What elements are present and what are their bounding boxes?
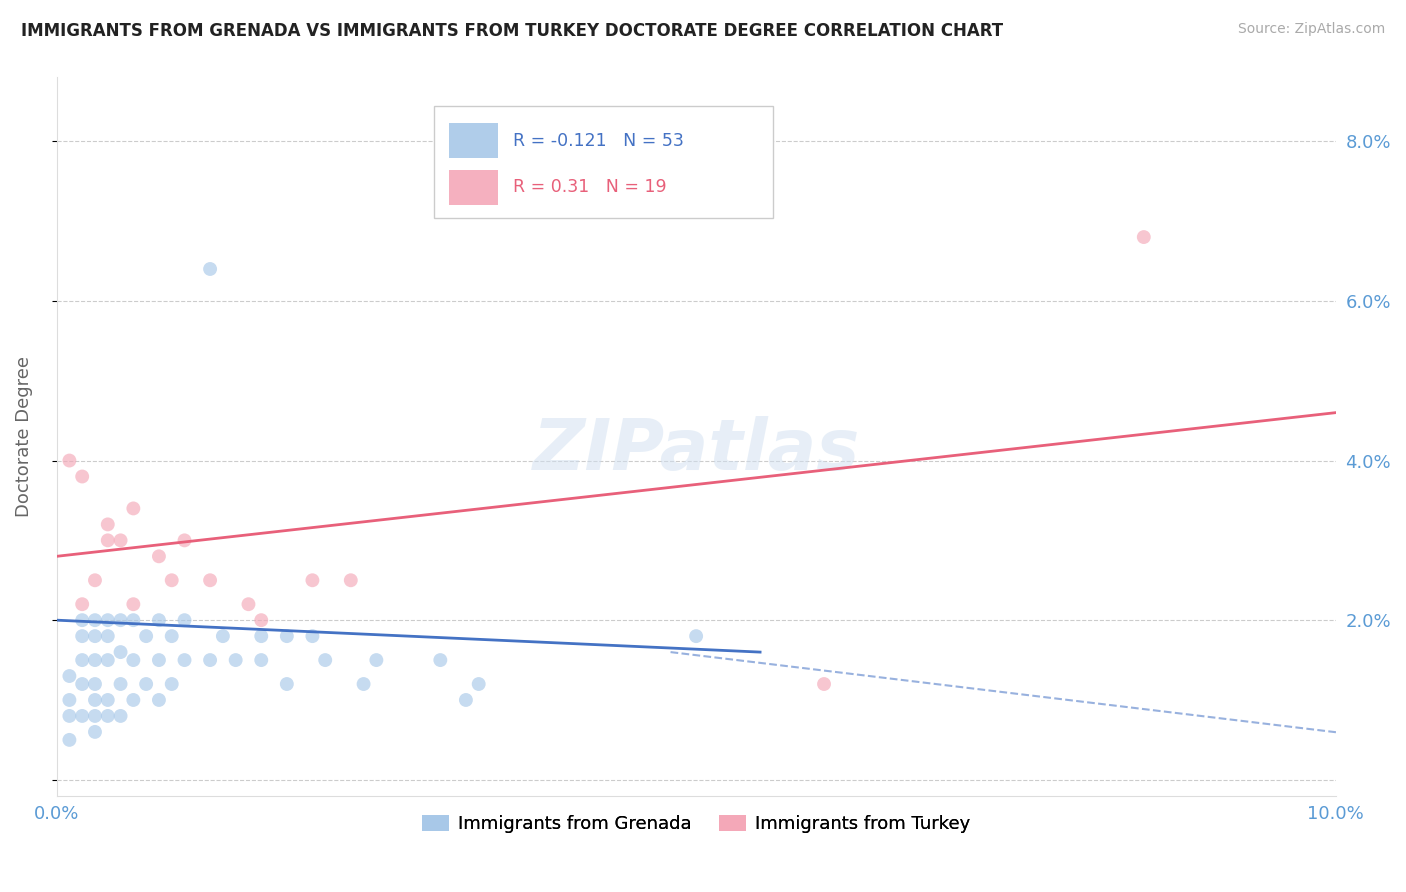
Point	[110, 613, 132, 627]
Point	[70, 597, 93, 611]
Point	[70, 653, 93, 667]
Point	[84, 613, 107, 627]
Point	[110, 677, 132, 691]
Point	[122, 613, 145, 627]
Point	[148, 549, 170, 564]
Point	[148, 693, 170, 707]
Point	[198, 653, 221, 667]
Point	[250, 629, 273, 643]
Point	[160, 629, 183, 643]
Point	[314, 653, 336, 667]
Point	[122, 597, 145, 611]
Point	[225, 653, 247, 667]
Text: ZIPatlas: ZIPatlas	[533, 417, 860, 485]
Text: IMMIGRANTS FROM GRENADA VS IMMIGRANTS FROM TURKEY DOCTORATE DEGREE CORRELATION C: IMMIGRANTS FROM GRENADA VS IMMIGRANTS FR…	[21, 22, 1004, 40]
Point	[160, 574, 183, 588]
Point	[84, 653, 107, 667]
Point	[250, 653, 273, 667]
Point	[122, 693, 145, 707]
Point	[467, 677, 489, 691]
Point	[97, 653, 120, 667]
Point	[276, 629, 298, 643]
Point	[685, 629, 707, 643]
Point	[70, 469, 93, 483]
Point	[339, 574, 361, 588]
Point	[366, 653, 388, 667]
Bar	[450, 170, 498, 204]
Text: R = 0.31   N = 19: R = 0.31 N = 19	[513, 178, 666, 196]
Point	[173, 533, 195, 548]
Point	[84, 709, 107, 723]
Point	[813, 677, 835, 691]
Point	[97, 517, 120, 532]
Text: Source: ZipAtlas.com: Source: ZipAtlas.com	[1237, 22, 1385, 37]
Point	[122, 501, 145, 516]
Point	[148, 613, 170, 627]
Point	[97, 629, 120, 643]
Point	[84, 629, 107, 643]
Point	[97, 613, 120, 627]
Point	[84, 693, 107, 707]
Point	[122, 653, 145, 667]
Point	[353, 677, 375, 691]
Point	[58, 732, 80, 747]
Y-axis label: Doctorate Degree: Doctorate Degree	[15, 356, 32, 517]
Point	[276, 677, 298, 691]
Point	[135, 629, 157, 643]
Point	[110, 533, 132, 548]
Text: R = -0.121   N = 53: R = -0.121 N = 53	[513, 132, 685, 150]
Point	[135, 677, 157, 691]
Point	[58, 453, 80, 467]
Point	[84, 725, 107, 739]
Point	[58, 693, 80, 707]
Point	[250, 613, 273, 627]
Point	[1133, 230, 1156, 244]
Point	[58, 709, 80, 723]
Point	[301, 574, 323, 588]
FancyBboxPatch shape	[434, 106, 773, 218]
Point	[84, 677, 107, 691]
Point	[110, 709, 132, 723]
Point	[70, 629, 93, 643]
Point	[97, 709, 120, 723]
Point	[173, 613, 195, 627]
Point	[454, 693, 477, 707]
Point	[301, 629, 323, 643]
Point	[148, 653, 170, 667]
Point	[198, 574, 221, 588]
Point	[173, 653, 195, 667]
Point	[70, 709, 93, 723]
Point	[58, 669, 80, 683]
Point	[198, 262, 221, 277]
Point	[212, 629, 235, 643]
Point	[84, 574, 107, 588]
Point	[70, 677, 93, 691]
Point	[97, 533, 120, 548]
Point	[97, 693, 120, 707]
Point	[70, 613, 93, 627]
Point	[238, 597, 260, 611]
Legend: Immigrants from Grenada, Immigrants from Turkey: Immigrants from Grenada, Immigrants from…	[415, 808, 977, 840]
Point	[110, 645, 132, 659]
Point	[160, 677, 183, 691]
Bar	[450, 123, 498, 158]
Point	[429, 653, 451, 667]
